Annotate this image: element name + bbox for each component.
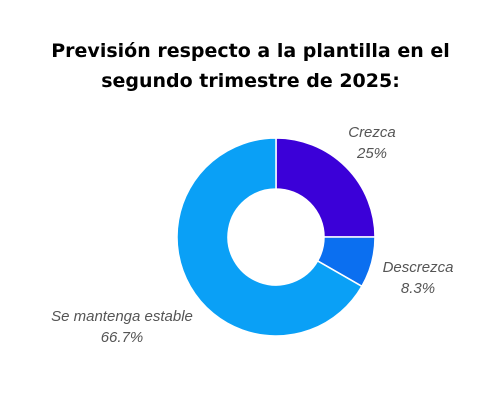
donut-slice-se-mantenga-estable	[176, 137, 363, 337]
slice-label-value: 8.3%	[401, 280, 435, 297]
slice-label-value: 25%	[356, 145, 387, 162]
slice-label-name: Descrezca	[383, 259, 454, 276]
donut-labels: Crezca 25% Descrezca 8.3% Se mantenga establ…	[51, 124, 453, 346]
slice-label-name: Se mantenga estable	[51, 308, 193, 325]
slice-label-value: 66.7%	[101, 329, 144, 346]
donut-slice-crezca	[275, 137, 376, 238]
donut-slices	[176, 137, 376, 337]
chart-title-line-1: Previsión respecto a la plantilla en el	[51, 40, 450, 62]
chart-title-line-2: segundo trimestre de 2025:	[101, 70, 400, 92]
chart-title: Previsión respecto a la plantilla en el …	[0, 36, 501, 96]
slice-label-name: Crezca	[348, 124, 396, 141]
